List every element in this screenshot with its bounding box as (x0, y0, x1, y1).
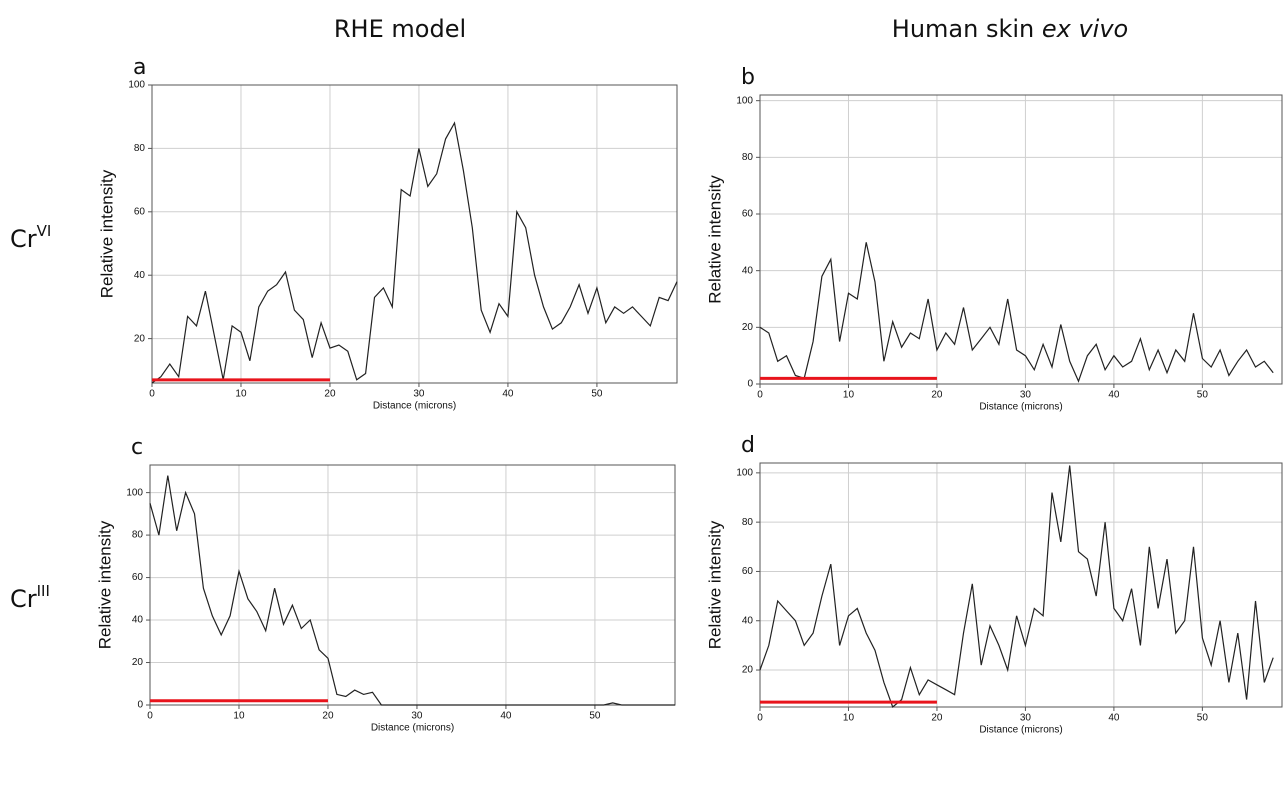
x-tick-label: 50 (1197, 713, 1209, 724)
y-axis-label: Relative intensity (705, 175, 724, 304)
plot-area (149, 464, 676, 706)
y-tick-label: 100 (736, 95, 753, 106)
x-axis-label: Distance (microns) (979, 402, 1062, 413)
y-axis-label: Relative intensity (705, 520, 724, 649)
x-tick-label: 20 (324, 389, 336, 400)
row-label: CrVI (10, 222, 51, 254)
y-tick-label: 60 (132, 572, 144, 583)
x-tick-label: 10 (235, 389, 247, 400)
x-axis-label: Distance (microns) (979, 725, 1062, 736)
plot-area (759, 462, 1283, 708)
y-tick-label: 0 (747, 379, 753, 390)
y-tick-label: 100 (126, 487, 143, 498)
x-tick-label: 10 (843, 713, 855, 724)
x-tick-label: 50 (591, 389, 603, 400)
y-axis-label: Relative intensity (97, 169, 116, 298)
x-tick-label: 30 (413, 389, 425, 400)
panel-letter: c (131, 435, 143, 460)
panel-letter: b (741, 65, 755, 90)
x-tick-label: 50 (589, 711, 601, 722)
y-tick-label: 60 (134, 206, 146, 217)
x-tick-label: 10 (233, 711, 245, 722)
y-tick-label: 20 (132, 657, 144, 668)
row-label-sup: VI (37, 222, 52, 240)
y-tick-label: 40 (132, 615, 144, 626)
y-tick-label: 20 (742, 665, 754, 676)
y-tick-label: 100 (736, 467, 753, 478)
row-label-sup: III (37, 582, 50, 600)
y-tick-label: 80 (742, 517, 754, 528)
y-tick-label: 40 (742, 615, 754, 626)
y-tick-label: 100 (128, 80, 145, 91)
plot-area (151, 84, 678, 384)
panel-letter: d (741, 433, 755, 458)
x-axis-label: Distance (microns) (371, 723, 454, 734)
x-tick-label: 40 (500, 711, 512, 722)
plot-frame (759, 94, 1283, 385)
y-tick-label: 40 (742, 265, 754, 276)
x-tick-label: 40 (1108, 713, 1120, 724)
x-axis-label: Distance (microns) (373, 401, 456, 412)
x-tick-label: 50 (1197, 390, 1209, 401)
y-tick-label: 20 (742, 322, 754, 333)
y-tick-label: 80 (132, 530, 144, 541)
y-tick-label: 60 (742, 566, 754, 577)
row-label: CrIII (10, 582, 50, 614)
y-tick-label: 40 (134, 270, 146, 281)
x-tick-label: 30 (1020, 390, 1032, 401)
row-label-base: Cr (10, 225, 37, 253)
y-tick-label: 20 (134, 333, 146, 344)
x-tick-label: 20 (931, 390, 943, 401)
column-title: Human skin ex vivo (892, 15, 1128, 43)
x-tick-label: 40 (502, 389, 514, 400)
plot-frame (759, 462, 1283, 708)
y-tick-label: 80 (742, 152, 754, 163)
x-tick-label: 10 (843, 390, 855, 401)
plot-frame (151, 84, 678, 384)
y-tick-label: 60 (742, 209, 754, 220)
x-tick-label: 20 (322, 711, 334, 722)
x-tick-label: 30 (1020, 713, 1032, 724)
y-tick-label: 0 (137, 700, 143, 711)
data-line (759, 465, 1274, 709)
x-tick-label: 0 (757, 390, 763, 401)
x-tick-label: 40 (1108, 390, 1120, 401)
column-title-text: Human skin (892, 15, 1042, 43)
x-tick-label: 0 (149, 389, 155, 400)
column-title-italic: ex vivo (1042, 15, 1128, 43)
panel-letter: a (133, 55, 146, 80)
x-tick-label: 20 (931, 713, 943, 724)
row-label-base: Cr (10, 585, 37, 613)
x-tick-label: 0 (147, 711, 153, 722)
data-line (759, 242, 1274, 383)
x-tick-label: 0 (757, 713, 763, 724)
plot-area (759, 94, 1283, 385)
column-title: RHE model (334, 15, 466, 43)
y-tick-label: 80 (134, 143, 146, 154)
x-tick-label: 30 (411, 711, 423, 722)
data-line (151, 121, 678, 384)
data-line (149, 475, 675, 706)
y-axis-label: Relative intensity (95, 520, 114, 649)
